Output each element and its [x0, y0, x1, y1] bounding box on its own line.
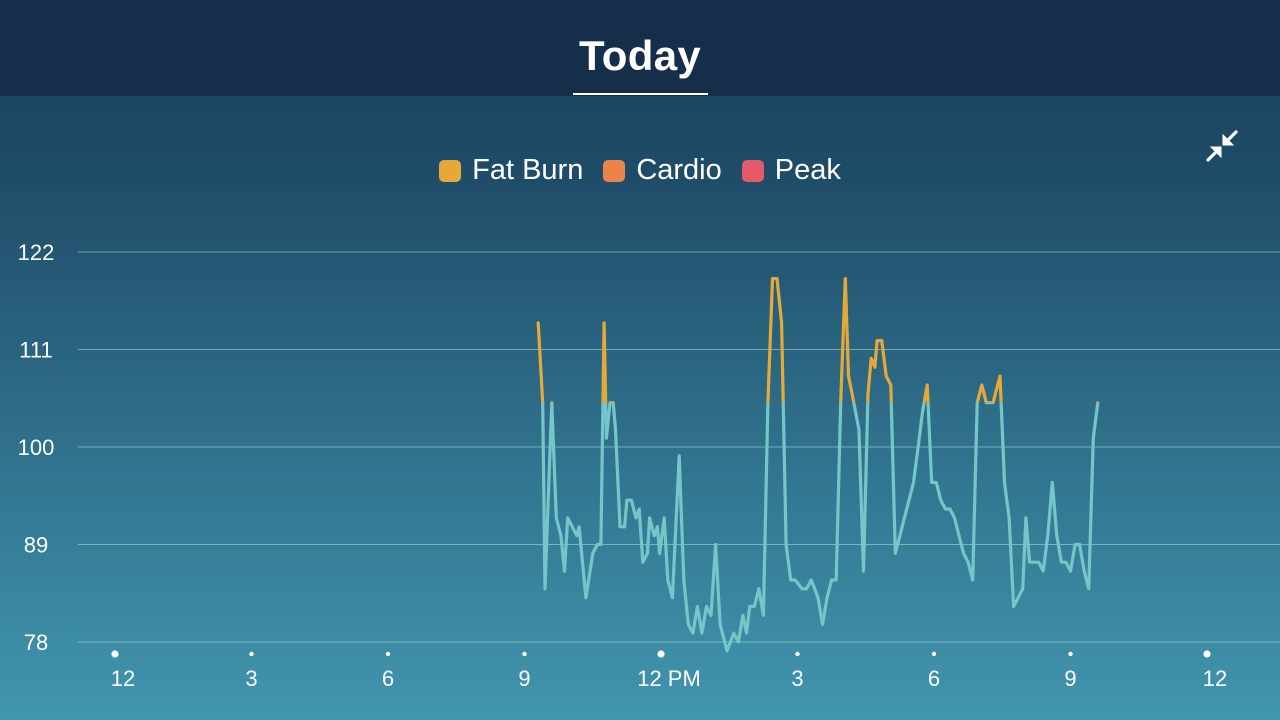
x-tick-dot	[385, 651, 391, 657]
x-tick-dot	[795, 651, 800, 657]
y-tick-label: 89	[24, 533, 48, 558]
legend-peak-label: Peak	[774, 154, 841, 186]
x-tick-label: 12 PM	[637, 666, 701, 691]
x-tick-dot	[1068, 651, 1073, 657]
x-tick-dot	[657, 650, 665, 658]
x-tick-dot	[249, 651, 254, 657]
x-tick-dot	[111, 650, 119, 658]
x-tick-label: 9	[1064, 666, 1076, 691]
legend-fat-burn: Fat Burn	[439, 154, 583, 187]
legend-cardio: Cardio	[603, 154, 722, 187]
x-tick-dot	[931, 651, 937, 657]
x-tick-label: 3	[245, 666, 257, 691]
x-tick-label: 3	[791, 666, 803, 691]
x-tick-label: 12	[111, 666, 135, 691]
title-underline	[573, 93, 708, 95]
x-tick-label: 6	[382, 666, 394, 691]
x-tick-dot	[1203, 650, 1211, 658]
y-tick-label: 111	[19, 338, 52, 363]
page-title[interactable]: Today	[578, 32, 702, 79]
y-tick-label: 100	[18, 435, 55, 460]
x-tick-label: 9	[518, 666, 530, 691]
y-tick-label: 78	[24, 630, 48, 655]
legend-cardio-swatch	[603, 159, 626, 182]
legend-fat-burn-label: Fat Burn	[472, 154, 584, 186]
legend-cardio-label: Cardio	[636, 154, 722, 186]
top-bar	[0, 0, 1280, 96]
legend-peak-swatch	[741, 159, 764, 182]
chart-legend: Fat Burn Cardio Peak	[0, 154, 1280, 187]
x-tick-label: 6	[928, 666, 940, 691]
collapse-arrows-icon	[1206, 130, 1238, 162]
y-tick-label: 122	[18, 240, 55, 265]
legend-peak: Peak	[741, 154, 841, 187]
x-tick-dot	[522, 651, 527, 657]
collapse-button[interactable]	[1202, 126, 1242, 166]
x-tick-label: 12	[1203, 666, 1227, 691]
heart-rate-line-normal	[541, 402, 1100, 653]
legend-fat-burn-swatch	[439, 159, 462, 182]
